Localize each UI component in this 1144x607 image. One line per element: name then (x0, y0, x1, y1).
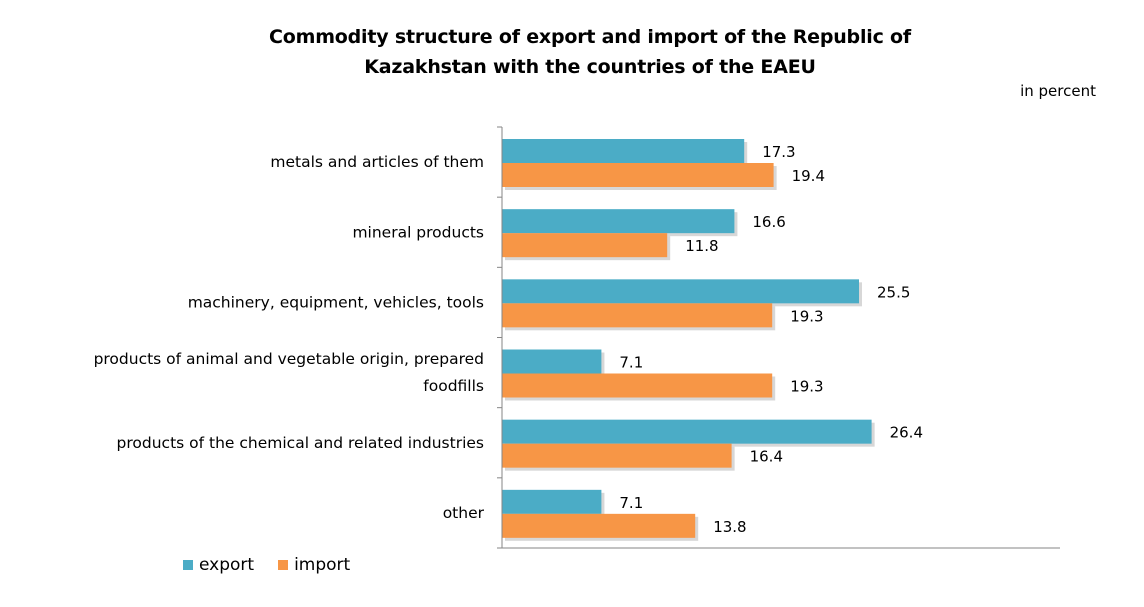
bar-export (502, 209, 735, 234)
bar-import (502, 233, 668, 258)
legend-label-import: import (294, 555, 351, 575)
value-label-import: 11.8 (685, 237, 718, 255)
category-label: metals and articles of them (270, 153, 484, 171)
value-label-import: 13.8 (713, 518, 746, 536)
value-label-import: 19.3 (790, 307, 823, 325)
value-label-export: 16.6 (752, 213, 785, 231)
category-labels-group: metals and articles of them mineral produ… (94, 153, 485, 522)
legend-label-export: export (199, 555, 255, 575)
bars-group (502, 139, 875, 541)
unit-label: in percent (1020, 82, 1096, 100)
legend-item-export: export (183, 555, 254, 575)
bar-import (502, 443, 732, 468)
category-label: products of animal and vegetable origin,… (94, 350, 484, 395)
bar-import (502, 513, 696, 538)
bar-import (502, 373, 773, 398)
bar-export (502, 139, 745, 163)
chart-title: Commodity structure of export and import… (190, 22, 990, 82)
value-label-export: 7.1 (619, 494, 643, 512)
category-label-line: products of animal and vegetable origin,… (94, 350, 484, 368)
legend-swatch-import (278, 560, 289, 570)
legend-item-import: import (278, 555, 350, 575)
legend: export import (183, 555, 374, 575)
category-label: machinery, equipment, vehicles, tools (188, 293, 484, 311)
category-label: other (443, 504, 485, 522)
category-label-line: foodfills (423, 377, 484, 395)
value-labels-group: 17.3 19.4 16.6 11.8 25.5 19.3 7.1 19.3 26.4 16.4 7… (619, 143, 923, 536)
value-label-export: 25.5 (877, 283, 910, 301)
bar-import (502, 303, 773, 328)
axes-group (497, 126, 1060, 549)
bar-export (502, 279, 859, 304)
value-label-import: 19.3 (790, 378, 823, 396)
category-label: products of the chemical and related ind… (117, 434, 484, 452)
legend-swatch-export (183, 560, 193, 570)
value-label-import: 19.4 (792, 167, 825, 185)
bar-export (502, 489, 602, 514)
category-label-line: mineral products (352, 223, 484, 241)
bar-import (502, 163, 774, 187)
value-label-import: 16.4 (750, 448, 783, 466)
category-label: mineral products (352, 223, 484, 241)
value-label-export: 17.3 (762, 143, 795, 161)
value-label-export: 7.1 (619, 354, 643, 372)
category-label-line: machinery, equipment, vehicles, tools (188, 293, 484, 311)
category-label-line: other (443, 504, 485, 522)
category-label-line: products of the chemical and related ind… (117, 434, 484, 452)
value-label-export: 26.4 (890, 424, 923, 442)
bar-export (502, 349, 602, 374)
category-label-line: metals and articles of them (270, 153, 484, 171)
chart-title-line-2: Kazakhstan with the countries of the EAE… (364, 56, 816, 78)
chart-title-line-1: Commodity structure of export and import… (269, 26, 911, 48)
bar-export (502, 419, 872, 444)
